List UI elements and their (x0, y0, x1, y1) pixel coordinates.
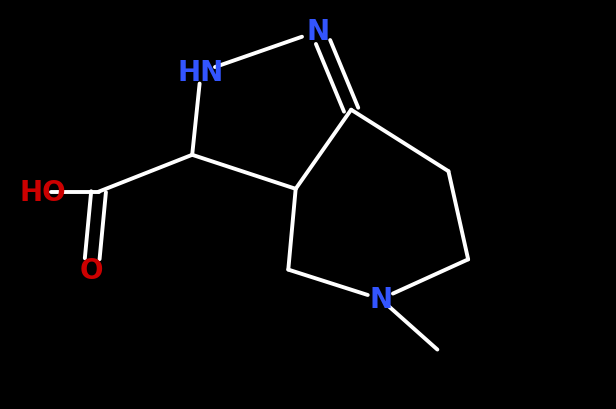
Text: HN: HN (177, 59, 224, 87)
Text: N: N (307, 18, 330, 46)
Text: HO: HO (20, 178, 67, 206)
Text: N: N (369, 285, 392, 313)
Text: O: O (79, 256, 103, 284)
